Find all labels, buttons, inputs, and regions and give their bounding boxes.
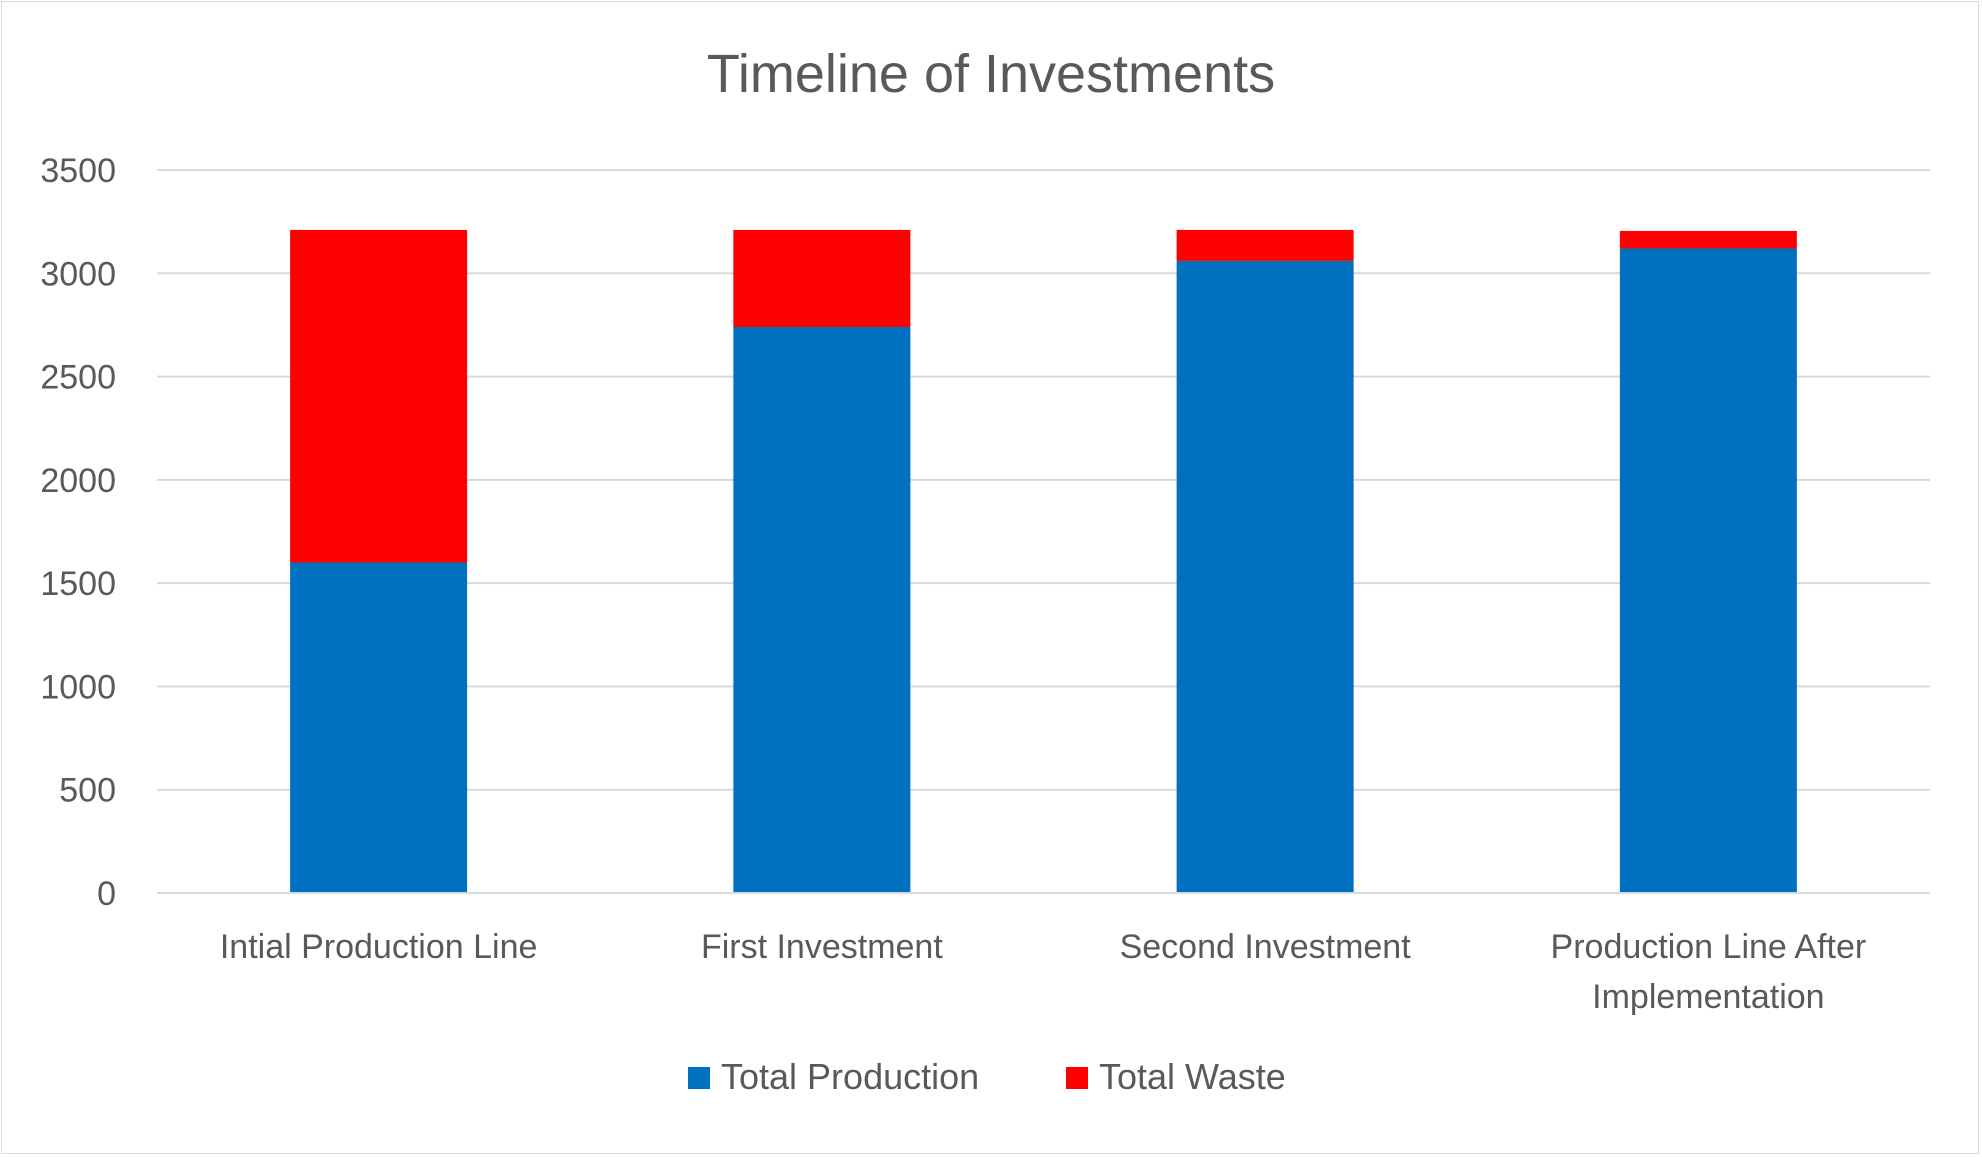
y-tick-label: 2000 [40,462,116,500]
bars [290,229,1797,894]
legend-swatch [688,1067,710,1089]
bar-segment [1176,229,1354,261]
legend-label: Total Production [721,1056,979,1097]
chart-title: Timeline of Investments [707,44,1275,104]
x-category-label-line: Implementation [1592,978,1824,1016]
bar-segment [1619,248,1797,894]
bar-segment [733,229,911,327]
x-category-label: Intial Production Line [220,928,538,966]
x-axis-category-labels: Intial Production Line First Investment Se… [220,928,1866,1016]
y-tick-label: 1500 [40,565,116,603]
x-category-label: Second Investment [1120,928,1412,966]
legend: Total Production Total Waste [688,1056,1286,1097]
x-category-label-line: Intial Production Line [220,928,538,966]
bar-segment [1176,260,1354,893]
bar-segment [733,326,911,894]
y-tick-label: 500 [59,772,116,810]
x-category-label-line: Second Investment [1120,928,1412,966]
x-category-label-line: First Investment [701,928,943,966]
x-category-label-line: Production Line After [1551,928,1867,966]
bar-segment [1619,230,1797,249]
y-tick-label: 2500 [40,359,116,397]
bar-segment [290,229,468,563]
y-axis-tick-labels: 0 500 1000 1500 2000 2500 3000 3500 [40,152,116,913]
legend-swatch [1066,1067,1088,1089]
legend-label: Total Waste [1099,1056,1286,1097]
y-tick-label: 1000 [40,668,116,706]
y-tick-label: 3000 [40,255,116,293]
y-tick-label: 0 [97,875,116,913]
y-tick-label: 3500 [40,152,116,190]
x-category-label: Production Line After Implementation [1551,928,1867,1016]
bar-segment [290,562,468,893]
x-category-label: First Investment [701,928,943,966]
